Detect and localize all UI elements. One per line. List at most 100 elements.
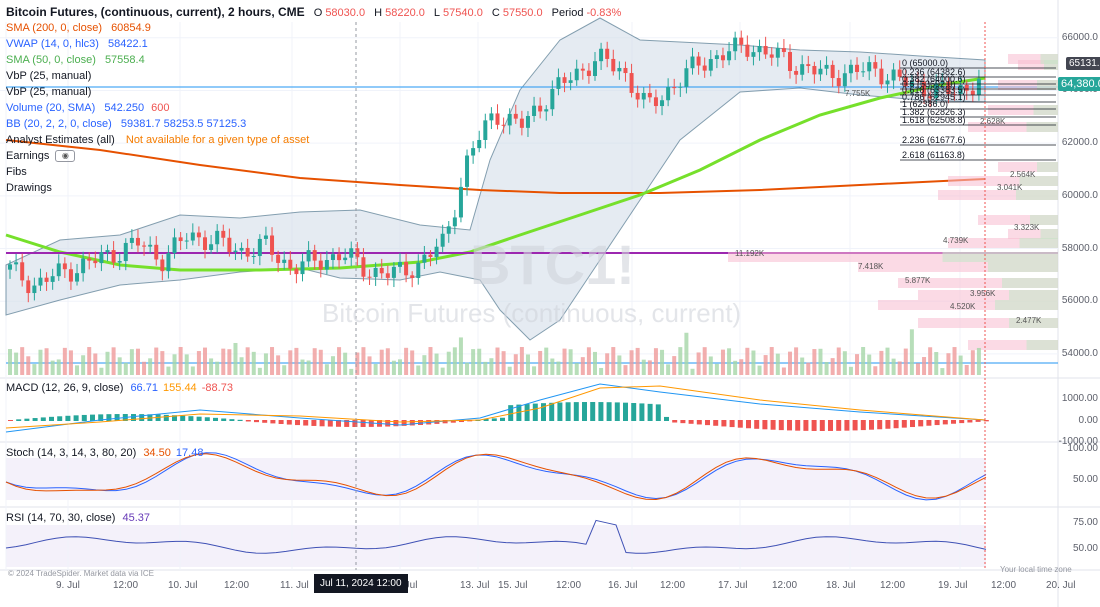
indicator-sma200[interactable]: SMA (200, 0, close) 60854.9 (6, 20, 621, 36)
time-axis-label: 20. Jul (1046, 580, 1076, 591)
macd-histogram-bar (713, 420, 719, 426)
indicator-vbp-2[interactable]: VbP (25, manual) (6, 84, 621, 100)
vbp-bar (938, 190, 1058, 200)
stoch-legend[interactable]: Stoch (14, 3, 14, 3, 80, 20) 34.50 17.48 (6, 447, 203, 459)
indicator-vbp-1[interactable]: VbP (25, manual) (6, 68, 621, 84)
volume-bar (964, 364, 969, 375)
fib-level-label: 2.618 (61163.8) (902, 150, 965, 160)
layer-fibs[interactable]: Fibs (6, 164, 621, 180)
vbp-value-label: 4.520K (950, 302, 976, 311)
macd-histogram-bar (869, 420, 874, 430)
price-axis-label: 60000.0 (1061, 189, 1098, 201)
candle-body (611, 58, 616, 72)
candle-body (20, 262, 25, 281)
high-label: H (374, 7, 383, 19)
indicator-sma50[interactable]: SMA (50, 0, close) 57558.4 (6, 52, 621, 68)
volume-bar (891, 358, 896, 375)
volume-bar (873, 366, 878, 375)
volume-bar (81, 355, 86, 375)
candle-body (324, 260, 329, 270)
vbp-bar-up (1037, 162, 1058, 172)
timezone-note[interactable]: Your local time zone (1000, 565, 1072, 574)
macd-histogram-bar (746, 420, 751, 429)
candle-body (56, 263, 61, 277)
indicator-name: VWAP (14, 0, hlc3) (6, 38, 99, 50)
macd-axis-1000: 1000.00 (1061, 393, 1098, 404)
vbp-bar (898, 278, 1058, 288)
rsi-legend[interactable]: RSI (14, 70, 30, close) 45.37 (6, 512, 150, 524)
macd-histogram-bar (188, 416, 194, 421)
volume-bar (373, 363, 378, 375)
indicator-vwap[interactable]: VWAP (14, 0, hlc3) 58422.1 (6, 36, 621, 52)
vbp-bar (918, 318, 1058, 328)
vbp-bar-up (942, 252, 1058, 262)
time-axis-label: 12:00 (556, 580, 582, 591)
macd-histogram-bar (688, 420, 694, 424)
macd-histogram-bar (360, 420, 366, 427)
macd-histogram-bar (500, 417, 505, 421)
sma50-line (5, 76, 986, 272)
symbol-title[interactable]: Bitcoin Futures, (continuous, current), … (6, 5, 305, 19)
indicator-analyst[interactable]: Analyst Estimates (all) Not available fo… (6, 132, 621, 148)
candle-body (355, 248, 360, 258)
candle-body (513, 113, 518, 119)
candle-body (75, 273, 80, 282)
volume-bar (489, 358, 494, 375)
volume-bar (970, 350, 975, 375)
volume-bar (897, 361, 902, 375)
volume-bar (477, 348, 482, 375)
stoch-name: Stoch (14, 3, 14, 3, 80, 20) (6, 447, 137, 459)
candle-body (873, 62, 878, 69)
candle-body (62, 263, 67, 270)
volume-bar (879, 350, 884, 375)
indicator-volume[interactable]: Volume (20, SMA) 542.250 600 (6, 100, 621, 116)
volume-bar (233, 342, 238, 375)
candle-body (434, 246, 439, 257)
indicator-bb[interactable]: BB (20, 2, 2, 0, close) 59381.7 58253.5 … (6, 116, 621, 132)
eye-icon[interactable]: ◉ (55, 150, 76, 163)
fib-level-label: 0 (65000.0) (902, 58, 949, 68)
volume-bar (848, 366, 853, 375)
volume-bar (525, 354, 530, 375)
layer-drawings[interactable]: Drawings (6, 180, 621, 196)
high-value: 58220.0 (385, 7, 425, 19)
candle-body (209, 244, 214, 250)
volume-bar (641, 359, 646, 375)
macd-legend[interactable]: MACD (12, 26, 9, close) 66.71 155.44 -88… (6, 382, 233, 394)
vbp-bar (988, 105, 1058, 115)
volume-bar (605, 353, 610, 375)
volume-bar (62, 347, 67, 375)
stoch-axis-100: 100.00 (1067, 443, 1098, 454)
candle-body (196, 232, 201, 238)
vbp-bar-up (1040, 54, 1058, 64)
macd-histogram-bar (582, 402, 587, 421)
volume-bar (574, 363, 579, 375)
volume-bar (148, 358, 153, 375)
macd-axis-neg1000: -1000.00 (1058, 436, 1098, 447)
candle-body (964, 84, 969, 91)
candle-body (495, 113, 500, 125)
candle-body (580, 68, 585, 71)
macd-histogram-bar (541, 403, 546, 421)
volume-bar (922, 357, 927, 375)
volume-bar (647, 360, 652, 375)
volume-bar (282, 365, 287, 375)
volume-bar (580, 357, 585, 375)
macd-histogram-bar (327, 420, 333, 427)
candle-body (452, 217, 457, 227)
fib-level-label: 0.786 (62945.1) (902, 92, 966, 102)
candle-body (678, 86, 683, 88)
macd-histogram-bar (213, 417, 218, 421)
volume-bar (105, 351, 110, 375)
vbp-value-label: 7.418K (858, 262, 884, 271)
rsi-line (5, 519, 987, 554)
macd-histogram-bar (73, 415, 79, 421)
macd-histogram-bar (787, 420, 792, 431)
layer-earnings[interactable]: Earnings ◉ (6, 148, 621, 164)
macd-histogram-bar (254, 420, 259, 423)
indicator-name: Volume (20, SMA) (6, 102, 96, 114)
macd-histogram-bar (729, 420, 735, 428)
macd-line (5, 383, 986, 433)
macd-histogram-bar (664, 416, 669, 421)
